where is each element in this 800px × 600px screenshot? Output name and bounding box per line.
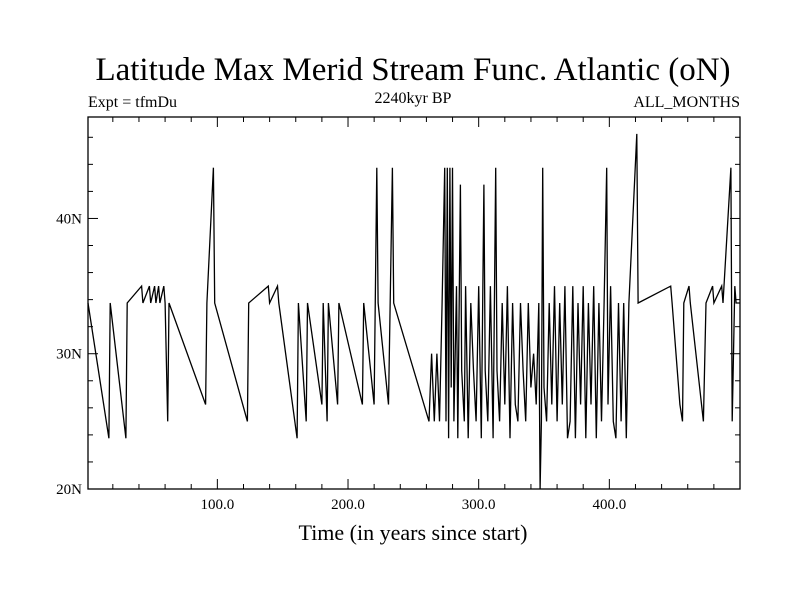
plot-frame — [87, 116, 741, 490]
chart-left-subtitle: Expt = tfmDu — [88, 94, 177, 111]
x-axis-label: Time (in years since start) — [299, 520, 528, 545]
x-tick-label: 100.0 — [200, 497, 234, 513]
y-tick-label: 30N — [56, 347, 82, 363]
chart-title: Latitude Max Merid Stream Func. Atlantic… — [95, 52, 730, 88]
y-tick-label: 40N — [56, 211, 82, 227]
series-line — [87, 133, 740, 490]
x-tick-label: 400.0 — [592, 497, 626, 513]
chart-right-subtitle: ALL_MONTHS — [633, 94, 740, 111]
y-tick-label: 20N — [56, 482, 82, 498]
x-tick-label: 300.0 — [462, 497, 496, 513]
chart-center-subtitle: 2240kyr BP — [375, 90, 452, 107]
axis-ticks — [88, 117, 740, 489]
axis-tick-labels: 100.0 200.0 300.0 400.0 20N 30N 40N — [56, 211, 626, 513]
x-tick-label: 200.0 — [331, 497, 365, 513]
